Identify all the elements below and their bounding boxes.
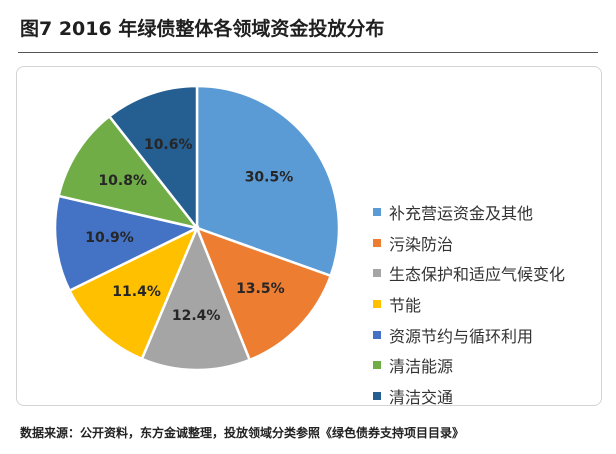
legend-item: 清洁能源 — [373, 350, 565, 381]
slice-data-label: 10.9% — [85, 230, 134, 246]
legend-item: 节能 — [373, 289, 565, 320]
pie-slice — [140, 224, 252, 372]
legend-swatch — [373, 361, 381, 370]
legend-label: 生态保护和适应气候变化 — [389, 265, 566, 285]
legend-item: 补充营运资金及其他 — [373, 197, 565, 228]
legend-item: 生态保护和适应气候变化 — [373, 258, 565, 289]
legend-label: 资源节约与循环利用 — [389, 326, 534, 346]
legend-swatch — [373, 391, 381, 400]
chart-legend: 补充营运资金及其他 污染防治生态保护和适应气候变化 节能资源节约与循环利用 清洁能源清… — [373, 197, 565, 411]
pie-slice — [107, 84, 199, 232]
legend-label: 节能 — [389, 296, 422, 316]
legend-item: 污染防治 — [373, 228, 565, 259]
chart-panel: 30.5% 13.5% 12.4% 11.4% 10.9% 10.8% 10.6% 补充营运… — [16, 66, 602, 407]
pie-slice — [67, 225, 200, 361]
slice-data-label: 12.4% — [172, 308, 221, 324]
pie-slice — [194, 225, 333, 362]
source-note: 数据来源：公开资料，东方金诚整理，投放领域分类参照《绿色债券支持项目目录》 — [20, 426, 465, 440]
pie-slice — [53, 194, 201, 293]
title-divider — [18, 52, 598, 53]
legend-swatch — [373, 300, 381, 309]
legend-swatch — [373, 238, 381, 247]
pie-chart: 30.5% 13.5% 12.4% 11.4% 10.9% 10.8% 10.6% — [53, 84, 341, 372]
legend-label: 清洁能源 — [389, 357, 454, 377]
chart-title: 图7 2016 年绿债整体各领域资金投放分布 — [20, 18, 385, 40]
legend-swatch — [373, 269, 381, 278]
legend-swatch — [373, 330, 381, 339]
slice-data-label: 11.4% — [112, 284, 161, 300]
legend-item: 资源节约与循环利用 — [373, 319, 565, 350]
legend-label: 补充营运资金及其他 — [389, 204, 534, 224]
slice-data-label: 10.8% — [98, 173, 147, 189]
legend-label: 污染防治 — [389, 234, 454, 254]
slice-data-label: 10.6% — [144, 137, 193, 153]
legend-item: 清洁交通 — [373, 381, 565, 412]
legend-label: 清洁交通 — [389, 387, 454, 407]
pie-slice — [57, 114, 201, 231]
slice-data-label: 13.5% — [236, 281, 285, 297]
legend-swatch — [373, 208, 381, 217]
slice-data-label: 30.5% — [245, 169, 294, 185]
pie-slice — [195, 84, 341, 278]
